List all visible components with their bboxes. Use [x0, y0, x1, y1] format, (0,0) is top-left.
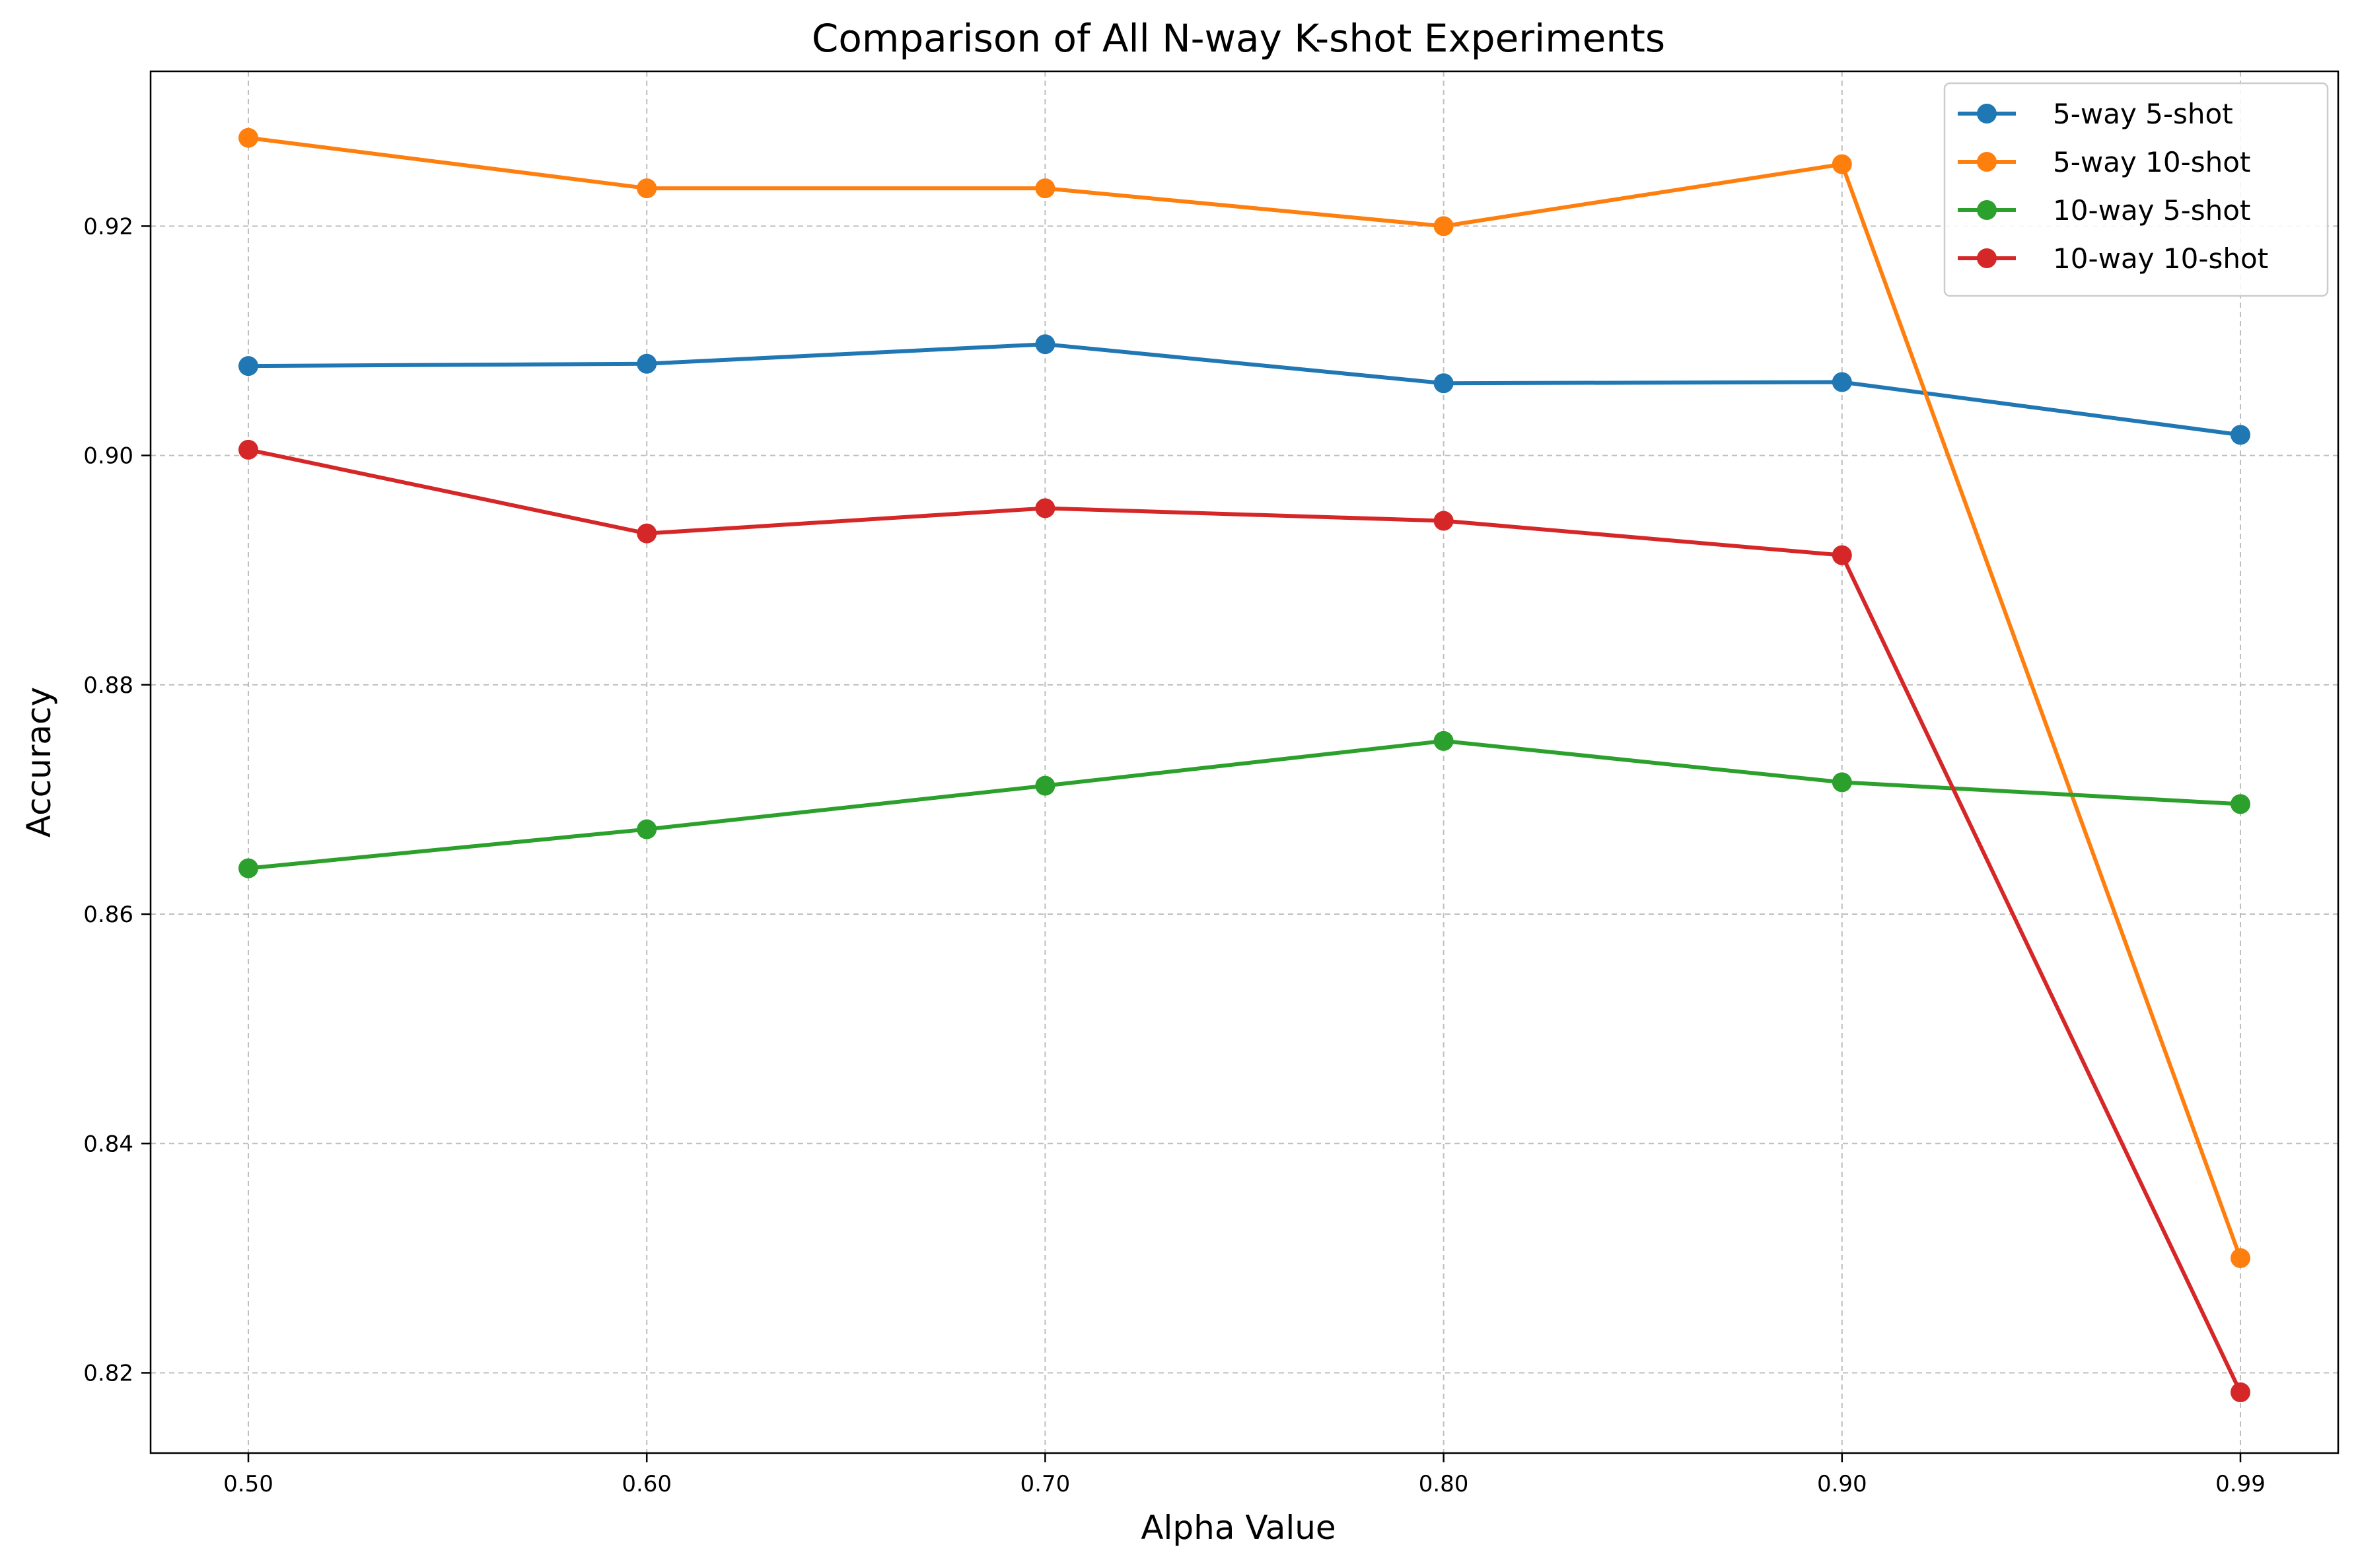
plot-frame [149, 70, 2340, 1454]
data-point [238, 439, 258, 460]
data-point [1035, 775, 1055, 796]
data-point [637, 523, 657, 544]
data-point [1035, 498, 1055, 518]
x-axis-label: Alpha Value [1141, 1509, 1336, 1547]
data-point [637, 178, 657, 199]
x-tick-label: 0.70 [1020, 1471, 1071, 1497]
data-point [1433, 511, 1454, 531]
y-axis-ticks: 0.82 0.84 0.86 0.88 0.90 0.92 [83, 213, 151, 1386]
series-line [248, 447, 2242, 1394]
x-tick-label: 0.99 [2215, 1471, 2266, 1497]
series-line [248, 342, 2241, 437]
series-line [248, 135, 2242, 1259]
data-point [637, 819, 657, 839]
x-tick-label: 0.60 [622, 1471, 672, 1497]
series-2 [238, 127, 2250, 1268]
y-tick-label: 0.92 [83, 213, 133, 240]
data-point [637, 353, 657, 374]
y-tick-label: 0.88 [83, 672, 133, 699]
series-3 [238, 731, 2250, 878]
legend-marker [1977, 152, 1997, 172]
data-point [238, 356, 258, 376]
legend-marker [1977, 248, 1997, 268]
data-point [2231, 1382, 2250, 1402]
legend-entry-2: 5-way 10-shot [1958, 146, 2250, 178]
data-point [1832, 545, 1852, 565]
y-tick-label: 0.90 [83, 443, 133, 470]
legend-entry-1: 5-way 5-shot [1958, 98, 2233, 130]
legend-entry-3: 10-way 5-shot [1958, 194, 2250, 227]
data-point [1035, 334, 1055, 355]
series-4 [238, 439, 2250, 1402]
series-1 [238, 334, 2250, 445]
x-axis-ticks: 0.50 0.60 0.70 0.80 0.90 0.99 [223, 1453, 2266, 1497]
x-tick-label: 0.80 [1419, 1471, 1469, 1497]
legend-marker [1977, 200, 1997, 220]
legend-marker [1977, 104, 1997, 124]
legend-label: 10-way 5-shot [2053, 194, 2250, 227]
data-point [1433, 373, 1454, 394]
data-point [1433, 216, 1454, 236]
data-point [2231, 425, 2250, 445]
series-lines [238, 127, 2250, 1402]
legend-label: 5-way 5-shot [2053, 98, 2233, 130]
legend-box [1943, 82, 2329, 297]
data-point [1832, 372, 1852, 392]
legend-label: 5-way 10-shot [2053, 146, 2250, 178]
legend-label: 10-way 10-shot [2053, 242, 2268, 275]
data-point [1832, 154, 1852, 174]
grid [151, 71, 2338, 1453]
data-point [2231, 1248, 2250, 1268]
series-line [248, 738, 2241, 871]
data-point [1035, 178, 1055, 199]
y-tick-label: 0.84 [83, 1131, 133, 1157]
data-point [238, 127, 258, 148]
data-point [1433, 731, 1454, 751]
data-point [238, 858, 258, 878]
legend-entry-4: 10-way 10-shot [1958, 242, 2268, 275]
chart-title: Comparison of All N-way K-shot Experimen… [812, 16, 1665, 61]
y-tick-label: 0.82 [83, 1360, 133, 1386]
y-axis-label: Accuracy [20, 687, 58, 837]
data-point [2231, 794, 2250, 814]
x-tick-label: 0.90 [1817, 1471, 1867, 1497]
x-tick-label: 0.50 [223, 1471, 273, 1497]
legend: 5-way 5-shot 5-way 10-shot 10-way 5-shot 10… [1943, 82, 2329, 297]
data-point [1832, 772, 1852, 793]
y-tick-label: 0.86 [83, 902, 133, 928]
